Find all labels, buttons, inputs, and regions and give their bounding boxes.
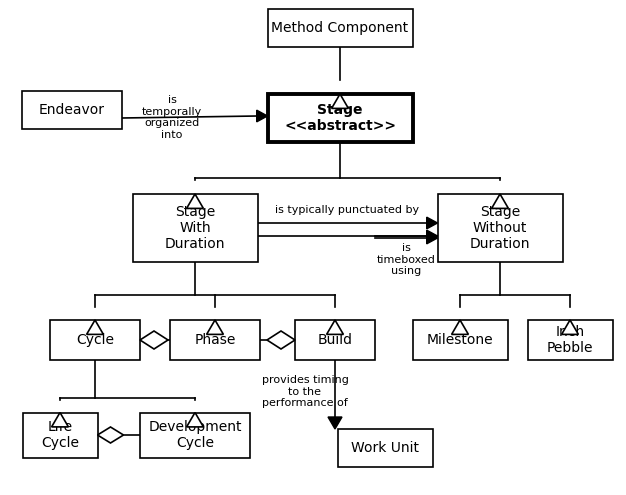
Text: is
temporally
organized
into: is temporally organized into [142, 95, 202, 140]
Polygon shape [86, 320, 103, 335]
Text: Stage
Without
Duration: Stage Without Duration [470, 205, 530, 251]
Text: Development
Cycle: Development Cycle [148, 420, 242, 450]
Bar [337, 429, 433, 467]
Polygon shape [140, 331, 168, 349]
Bar [133, 194, 257, 262]
Bar [295, 320, 375, 360]
Bar [528, 320, 612, 360]
Text: Endeavor: Endeavor [39, 103, 105, 117]
Text: is typically punctuated by: is typically punctuated by [275, 205, 419, 215]
Polygon shape [332, 94, 349, 108]
Bar [22, 91, 122, 129]
Text: Stage
With
Duration: Stage With Duration [165, 205, 225, 251]
Bar [413, 320, 508, 360]
Polygon shape [207, 320, 223, 335]
Polygon shape [562, 320, 578, 335]
Text: Stage
<<abstract>>: Stage <<abstract>> [284, 103, 396, 133]
Bar [140, 412, 250, 457]
Text: Milestone: Milestone [427, 333, 493, 347]
Polygon shape [328, 417, 342, 429]
Bar [170, 320, 260, 360]
Bar [50, 320, 140, 360]
Text: Cycle: Cycle [76, 333, 114, 347]
Polygon shape [267, 331, 295, 349]
Text: Life
Cycle: Life Cycle [41, 420, 79, 450]
Text: is
timeboxed
using: is timeboxed using [377, 243, 436, 276]
Bar [438, 194, 563, 262]
Text: Build: Build [317, 333, 352, 347]
Polygon shape [491, 194, 508, 208]
Polygon shape [257, 110, 267, 122]
Text: Inch
Pebble: Inch Pebble [546, 325, 593, 355]
Bar [267, 94, 413, 142]
Polygon shape [51, 412, 68, 427]
Bar [267, 9, 413, 47]
Text: Work Unit: Work Unit [351, 441, 419, 455]
Polygon shape [427, 232, 438, 244]
Text: Phase: Phase [194, 333, 235, 347]
Bar [23, 412, 98, 457]
Polygon shape [427, 230, 438, 242]
Text: Method Component: Method Component [272, 21, 409, 35]
Polygon shape [187, 412, 203, 427]
Polygon shape [451, 320, 468, 335]
Polygon shape [187, 194, 203, 208]
Polygon shape [427, 217, 438, 229]
Text: provides timing
to the
performance of: provides timing to the performance of [262, 375, 349, 408]
Polygon shape [327, 320, 344, 335]
Polygon shape [98, 427, 123, 443]
